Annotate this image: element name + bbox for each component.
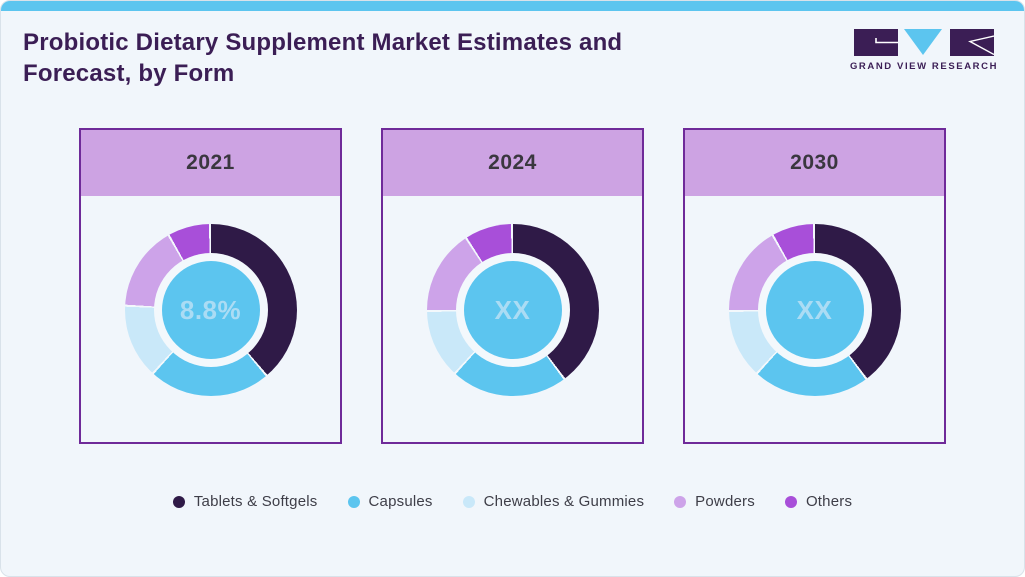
legend-item-chewables-gummies: Chewables & Gummies xyxy=(462,493,645,510)
card-body-2030: XX xyxy=(685,196,944,442)
accent-top-bar xyxy=(1,1,1024,11)
grand-view-research-logo: GRAND VIEW RESEARCH xyxy=(849,29,999,72)
legend-dot-icon xyxy=(347,495,360,508)
chart-legend: Tablets & Softgels Capsules Chewables & … xyxy=(1,493,1024,510)
card-header-2024: 2024 xyxy=(383,130,642,196)
legend-item-others: Others xyxy=(784,493,853,510)
legend-label: Powders xyxy=(695,493,755,510)
card-body-2021: 8.8% xyxy=(81,196,340,442)
legend-item-powders: Powders xyxy=(674,493,755,510)
legend-item-capsules: Capsules xyxy=(347,493,433,510)
legend-dot-icon xyxy=(462,495,475,508)
card-body-2024: XX xyxy=(383,196,642,442)
logo-brand-text: GRAND VIEW RESEARCH xyxy=(849,61,999,72)
page-title-line-2: Forecast, by Form xyxy=(23,60,235,87)
card-year-label: 2024 xyxy=(488,151,537,174)
donut-chart-2021: 8.8% xyxy=(124,224,297,396)
card-header-2030: 2030 xyxy=(685,130,944,196)
donut-center-2030: XX xyxy=(765,261,864,359)
donut-center-2024: XX xyxy=(463,261,562,359)
donut-chart-2024: XX xyxy=(426,224,599,396)
donut-center-label: XX xyxy=(796,294,833,325)
card-2030: 2030 XX xyxy=(683,128,946,444)
year-cards-row: 2021 8.8% 2024 XX xyxy=(79,128,946,444)
legend-label: Others xyxy=(805,493,853,510)
card-header-2021: 2021 xyxy=(81,130,340,196)
card-year-label: 2030 xyxy=(790,151,839,174)
card-2021: 2021 8.8% xyxy=(79,128,342,444)
card-year-label: 2021 xyxy=(186,151,235,174)
donut-center-label: 8.8% xyxy=(179,294,242,325)
page-title: Probiotic Dietary Supplement Market Esti… xyxy=(23,27,622,89)
gvr-logo-icon xyxy=(854,29,994,56)
legend-dot-icon xyxy=(172,495,185,508)
legend-dot-icon xyxy=(674,495,687,508)
page-title-line-1: Probiotic Dietary Supplement Market Esti… xyxy=(23,29,623,56)
legend-item-tablets-softgels: Tablets & Softgels xyxy=(172,493,318,510)
donut-chart-2030: XX xyxy=(728,224,901,396)
donut-center-2021: 8.8% xyxy=(161,261,260,359)
legend-label: Tablets & Softgels xyxy=(193,493,318,510)
legend-label: Chewables & Gummies xyxy=(483,493,645,510)
legend-dot-icon xyxy=(784,495,797,508)
legend-label: Capsules xyxy=(368,493,433,510)
donut-center-label: XX xyxy=(494,294,531,325)
card-2024: 2024 XX xyxy=(381,128,644,444)
